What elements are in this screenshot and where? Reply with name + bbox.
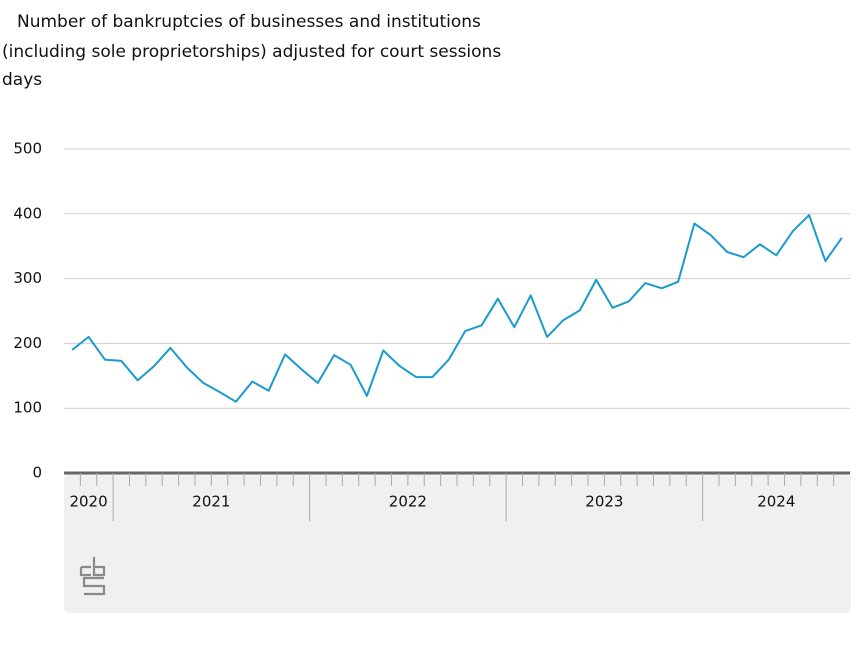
y-tick-label: 100 — [13, 399, 42, 417]
x-group-label: 2021 — [192, 493, 230, 511]
axis-panel — [64, 473, 851, 613]
x-group-label: 2022 — [389, 493, 427, 511]
chart-title: Number of bankruptcies of businesses and… — [17, 12, 481, 32]
chart-title: (including sole proprietorships) adjuste… — [2, 42, 501, 62]
x-group-label: 2024 — [757, 493, 795, 511]
line — [71, 214, 843, 403]
y-tick-label: 0 — [32, 464, 42, 482]
y-tick-label: 300 — [13, 269, 42, 287]
y-tick-label: 500 — [13, 140, 42, 158]
chart-title: days — [2, 70, 42, 90]
y-tick-label: 200 — [13, 334, 42, 352]
y-tick-label: 400 — [13, 204, 42, 222]
logo — [79, 557, 106, 596]
x-group-label: 2020 — [69, 493, 107, 511]
x-group-label: 2023 — [585, 493, 623, 511]
